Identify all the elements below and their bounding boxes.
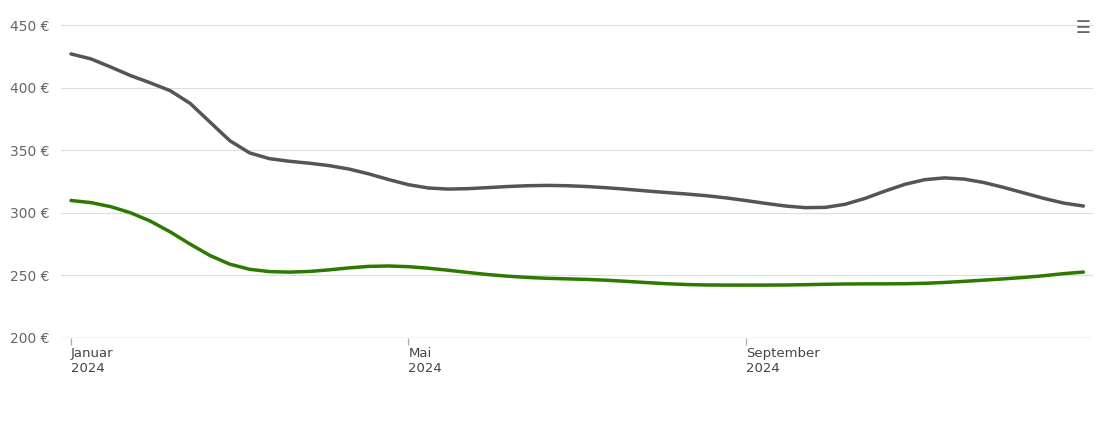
Text: ☰: ☰ — [1076, 19, 1090, 37]
